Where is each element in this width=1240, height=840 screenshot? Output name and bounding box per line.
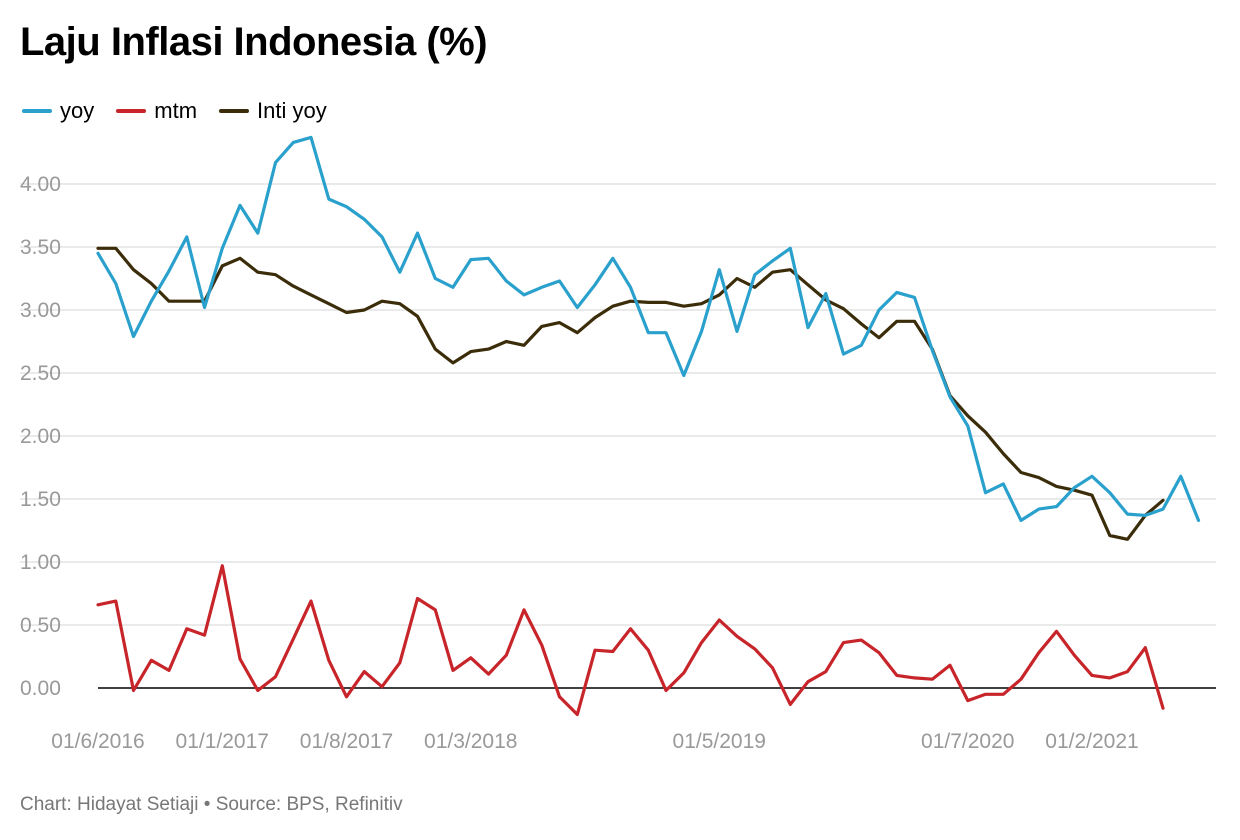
chart-title: Laju Inflasi Indonesia (%) [20, 20, 488, 64]
legend-swatch-inti-yoy [219, 109, 250, 113]
legend: yoy mtm Inti yoy [22, 98, 327, 124]
legend-label-inti-yoy: Inti yoy [257, 98, 327, 123]
y-tick-label: 1.50 [20, 488, 61, 511]
legend-item-inti-yoy[interactable]: Inti yoy [219, 98, 327, 124]
grid-lines [20, 183, 1216, 689]
y-tick-label: 3.50 [20, 236, 61, 259]
y-tick-label: 0.50 [20, 614, 61, 637]
x-tick-label: 01/3/2018 [424, 730, 517, 753]
y-tick-label: 0.00 [20, 677, 61, 700]
x-axis-ticks: 01/6/2016 01/1/2017 01/8/2017 01/3/2018 01/5… [51, 730, 1138, 753]
footer-credit: Chart: Hidayat Setiaji [20, 794, 199, 815]
x-tick-label: 01/8/2017 [300, 730, 393, 753]
x-tick-label: 01/7/2020 [921, 730, 1014, 753]
series-line-yoy[interactable] [96, 135, 1201, 523]
x-tick-label: 01/5/2019 [673, 730, 766, 753]
y-tick-label: 2.00 [20, 425, 61, 448]
series-lines [96, 135, 1201, 717]
legend-label-yoy: yoy [60, 98, 95, 123]
legend-item-mtm[interactable]: mtm [116, 98, 197, 124]
y-axis-ticks: 0.00 0.50 1.00 1.50 2.00 2.50 3.00 3.50 4.00 [20, 173, 61, 700]
y-tick-label: 1.00 [20, 551, 61, 574]
x-tick-label: 01/6/2016 [51, 730, 144, 753]
legend-item-yoy[interactable]: yoy [22, 98, 94, 124]
x-tick-label: 01/2/2021 [1045, 730, 1138, 753]
chart-footer: Chart: Hidayat Setiaji • Source: BPS, Re… [20, 794, 403, 816]
footer-separator: • [203, 794, 211, 815]
series-line-inti-yoy[interactable] [96, 246, 1165, 541]
y-tick-label: 2.50 [20, 362, 61, 385]
y-tick-label: 3.00 [20, 299, 61, 322]
y-tick-label: 4.00 [20, 173, 61, 196]
x-tick-label: 01/1/2017 [176, 730, 269, 753]
series-line-mtm[interactable] [96, 564, 1165, 717]
legend-label-mtm: mtm [154, 98, 198, 123]
legend-swatch-yoy [22, 109, 52, 113]
footer-source: Source: BPS, Refinitiv [215, 794, 403, 815]
legend-swatch-mtm [116, 109, 147, 113]
